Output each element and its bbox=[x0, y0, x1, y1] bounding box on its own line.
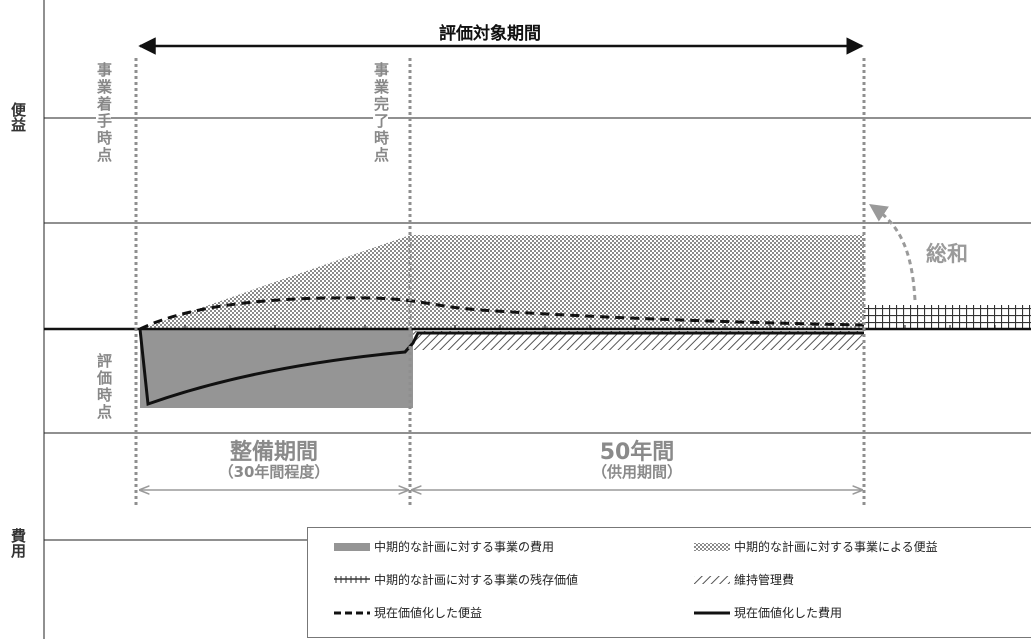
evaluation-point-label: 評価時点 bbox=[95, 353, 113, 421]
residual-swatch-icon bbox=[334, 575, 370, 583]
legend-item-maintenance: 維持管理費 bbox=[694, 571, 794, 588]
service-period-sublabel: （供用期間） bbox=[591, 463, 682, 481]
construction-period-sublabel: （30年間程度） bbox=[218, 463, 330, 481]
legend-item-residual: 中期的な計画に対する事業の残存価値 bbox=[334, 571, 578, 588]
time-axis-ticks bbox=[184, 325, 996, 329]
pv-benefit-curve bbox=[139, 296, 865, 331]
maintenance-swatch-icon bbox=[694, 575, 730, 584]
sum-label: 総和 bbox=[926, 242, 968, 266]
legend-item-benefit: 中期的な計画に対する事業による便益 bbox=[694, 538, 938, 555]
sum-arrow bbox=[869, 203, 917, 301]
construction-period-label: 整備期間 bbox=[229, 440, 318, 465]
dashed-line-swatch-icon bbox=[334, 611, 370, 614]
legend-label: 中期的な計画に対する事業の残存価値 bbox=[374, 573, 579, 587]
benefit-swatch-icon bbox=[694, 542, 730, 551]
legend-item-pv-benefit: 現在価値化した便益 bbox=[334, 604, 482, 621]
legend-label: 中期的な計画に対する事業の費用 bbox=[374, 540, 555, 554]
benefit-axis-label: 便益 bbox=[9, 102, 27, 132]
legend-label: 現在価値化した便益 bbox=[374, 606, 483, 620]
legend: 中期的な計画に対する事業の費用 中期的な計画に対する事業による便益 中期的な計画… bbox=[307, 527, 1031, 638]
residual-value-area bbox=[864, 305, 1031, 329]
start-event-label: 事業着手時点 bbox=[95, 62, 113, 164]
legend-label: 中期的な計画に対する事業による便益 bbox=[734, 540, 938, 554]
solid-line-swatch-icon bbox=[694, 611, 730, 614]
legend-label: 現在価値化した費用 bbox=[734, 606, 843, 620]
pv-cost-curve bbox=[138, 328, 864, 407]
benefit-area bbox=[140, 235, 864, 329]
completion-event-label: 事業完了時点 bbox=[372, 62, 390, 164]
evaluation-period-title: 評価対象期間 bbox=[439, 24, 541, 44]
legend-item-cost: 中期的な計画に対する事業の費用 bbox=[334, 538, 554, 555]
cost-swatch-icon bbox=[334, 542, 370, 551]
service-period-label: 50年間 bbox=[599, 440, 675, 465]
cost-axis-label: 費用 bbox=[9, 528, 27, 558]
legend-item-pv-cost: 現在価値化した費用 bbox=[694, 604, 842, 621]
legend-label: 維持管理費 bbox=[734, 573, 795, 587]
maintenance-area bbox=[413, 331, 864, 350]
